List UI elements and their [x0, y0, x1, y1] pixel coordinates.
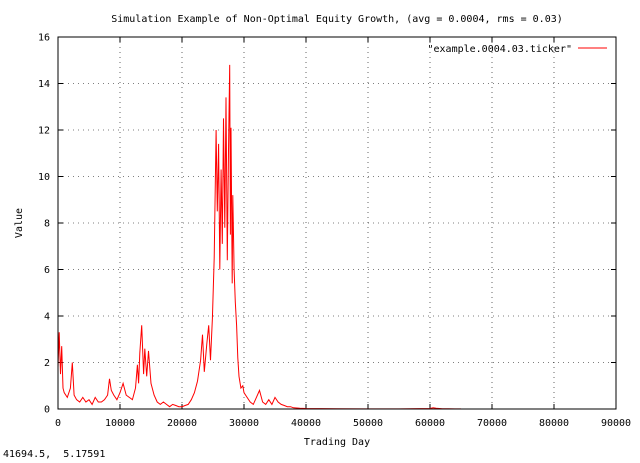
y-tick-label: 8: [44, 219, 50, 230]
y-tick-label: 10: [38, 172, 50, 183]
x-tick-label: 0: [55, 418, 61, 429]
x-axis-label: Trading Day: [304, 437, 370, 448]
x-tick-label: 80000: [539, 418, 569, 429]
y-tick-label: 16: [38, 33, 50, 44]
x-tick-label: 40000: [291, 418, 321, 429]
y-tick-label: 4: [44, 312, 50, 323]
y-tick-label: 2: [44, 358, 50, 369]
y-axis-label: Value: [14, 208, 25, 238]
x-tick-label: 30000: [229, 418, 259, 429]
x-tick-label: 20000: [167, 418, 197, 429]
x-tick-labels: 0 10000 20000 30000 40000 50000 60000 70000 8000…: [55, 418, 631, 429]
x-tick-label: 60000: [415, 418, 445, 429]
x-tick-label: 90000: [601, 418, 631, 429]
plot-frame: [57, 36, 617, 410]
grid: [57, 36, 617, 410]
x-tick-label: 10000: [105, 418, 135, 429]
y-tick-label: 14: [38, 79, 50, 90]
series-line: [57, 64, 461, 410]
y-tick-label: 0: [44, 405, 50, 416]
y-tick-labels: 0 2 4 6 8 10 12 14 16: [38, 33, 50, 416]
mouse-coordinate-readout: 41694.5, 5.17591: [3, 449, 106, 460]
chart-title: Simulation Example of Non-Optimal Equity…: [111, 14, 563, 25]
y-tick-label: 12: [38, 126, 50, 137]
y-tick-label: 6: [44, 265, 50, 276]
x-tick-label: 50000: [353, 418, 383, 429]
x-tick-label: 70000: [477, 418, 507, 429]
legend-label: "example.0004.03.ticker": [428, 44, 573, 55]
